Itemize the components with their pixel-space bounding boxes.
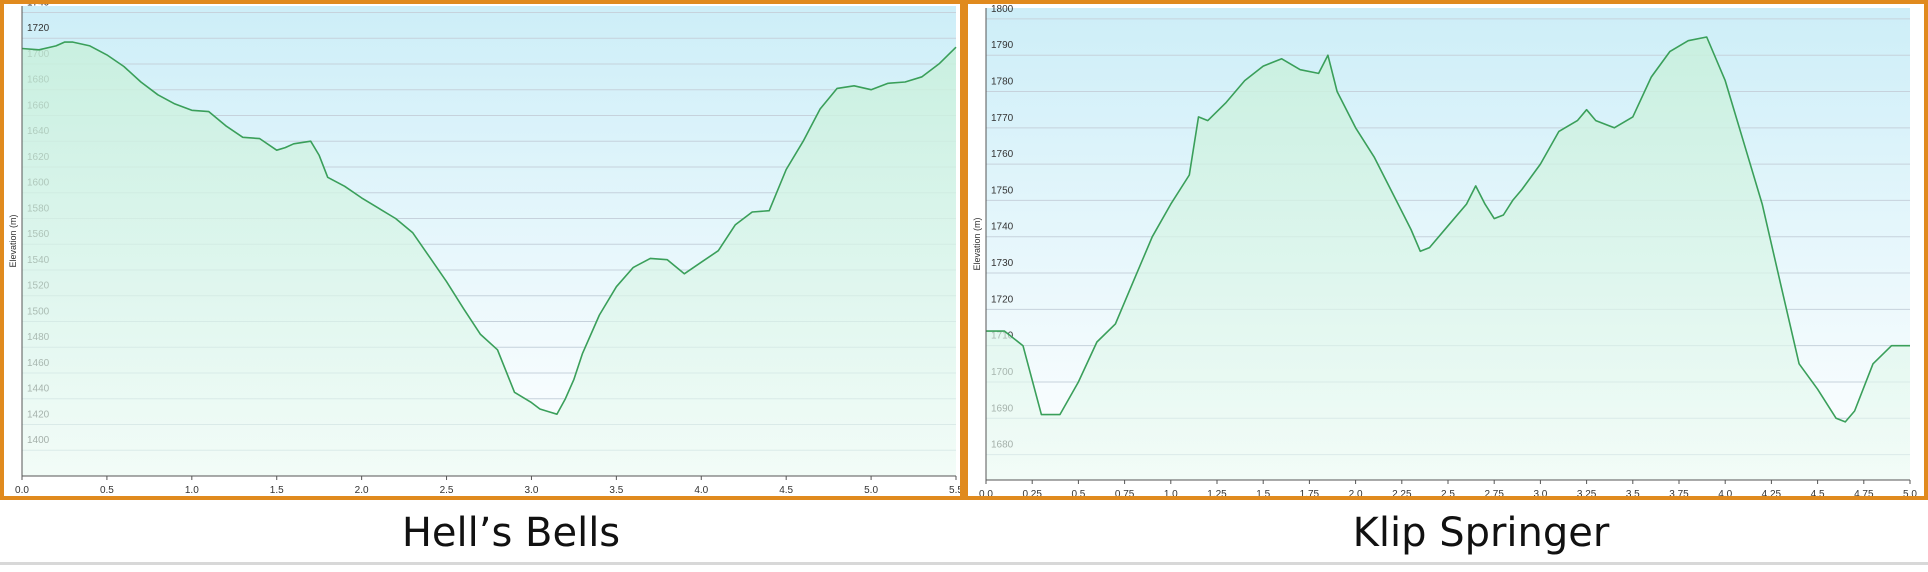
y-tick-label: 1740 [27,0,50,8]
x-tick-label: 5.5 [949,485,961,496]
chart-panel-klip-springer: 1680169017001710172017301740175017601770… [966,0,1928,500]
x-tick-label: 0.0 [979,489,993,500]
x-tick-label: 0.0 [15,485,29,496]
elevation-line [21,41,957,415]
chart-title-klip-springer: Klip Springer [1352,510,1610,556]
y-tick-label: 1740 [991,222,1014,233]
y-tick-label: 1720 [991,294,1014,305]
x-tick-label: 1.25 [1207,489,1227,500]
x-tick-label: 5.0 [1903,489,1917,500]
y-tick-label: 1770 [991,113,1014,124]
y-tick-label: 1760 [991,149,1014,160]
x-tick-label: 2.75 [1484,489,1504,500]
x-tick-label: 3.5 [609,485,623,496]
x-tick-label: 1.5 [1256,489,1270,500]
x-tick-label: 4.75 [1854,489,1874,500]
elevation-chart-hells-bells: 1400142014401460148015001520154015601580… [8,0,963,496]
x-tick-label: 0.75 [1115,489,1135,500]
x-tick-label: 4.5 [1811,489,1825,500]
x-tick-label: 1.0 [1164,489,1178,500]
y-tick-label: 1730 [991,258,1014,269]
x-tick-label: 3.0 [1533,489,1547,500]
y-tick-label: 1790 [991,40,1014,51]
bottom-divider [0,562,1928,565]
x-tick-label: 3.75 [1669,489,1689,500]
y-axis-label: Elevation (m) [972,217,982,270]
chart-title-hells-bells: Hell’s Bells [401,510,621,556]
x-tick-label: 0.5 [100,485,114,496]
elevation-chart-klip-springer: 1680169017001710172017301740175017601770… [972,4,1917,500]
x-tick-label: 3.25 [1577,489,1597,500]
chart-panel-hells-bells: 1400142014401460148015001520154015601580… [0,0,964,500]
y-axis-label: Elevation (m) [8,214,18,267]
x-tick-label: 1.75 [1300,489,1320,500]
x-tick-label: 2.5 [1441,489,1455,500]
x-tick-label: 2.25 [1392,489,1412,500]
x-tick-label: 1.0 [185,485,199,496]
elevation-area [986,37,1910,480]
x-tick-label: 4.0 [1718,489,1732,500]
x-tick-label: 2.0 [1349,489,1363,500]
y-tick-label: 1800 [991,4,1014,15]
x-tick-label: 3.5 [1626,489,1640,500]
x-tick-label: 2.0 [355,485,369,496]
x-tick-label: 0.25 [1022,489,1042,500]
x-tick-label: 4.25 [1762,489,1782,500]
x-tick-label: 5.0 [864,485,878,496]
y-tick-label: 1720 [27,23,50,34]
elevation-area [22,42,956,476]
y-tick-label: 1750 [991,185,1014,196]
x-tick-label: 0.5 [1071,489,1085,500]
x-tick-label: 4.0 [694,485,708,496]
y-tick-label: 1780 [991,77,1014,88]
elevation-line [986,36,1910,423]
x-tick-label: 3.0 [525,485,539,496]
x-tick-label: 4.5 [779,485,793,496]
x-tick-label: 1.5 [270,485,284,496]
x-tick-label: 2.5 [440,485,454,496]
